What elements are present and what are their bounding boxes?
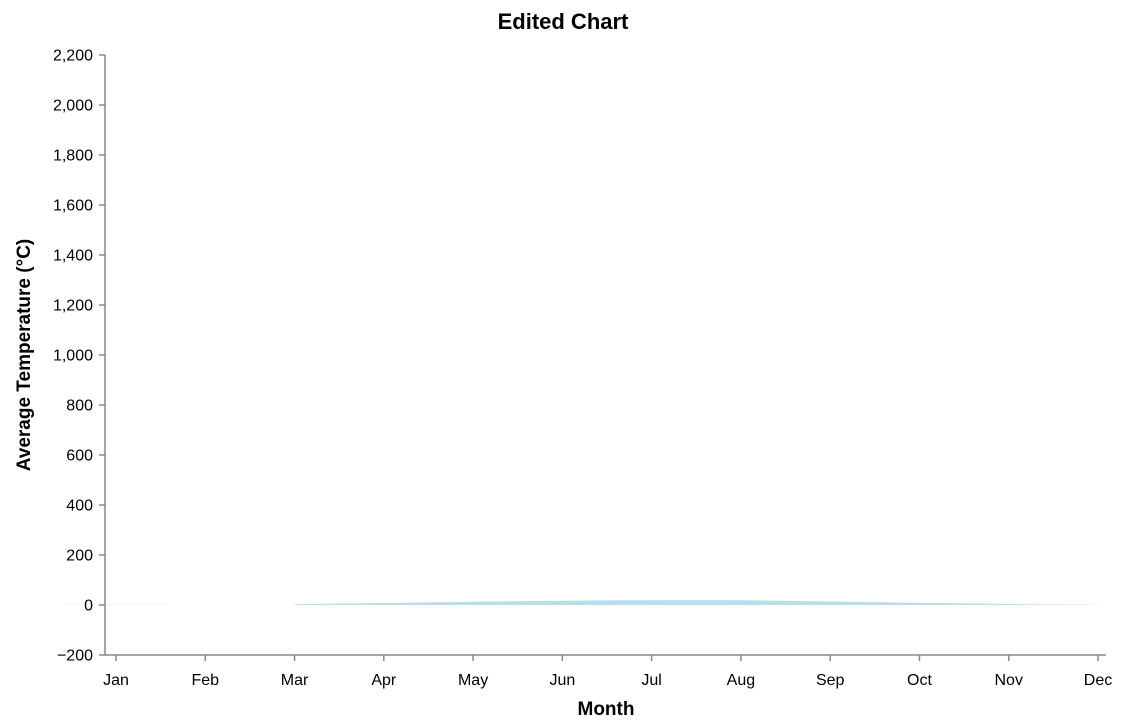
- x-tick-label: Apr: [371, 672, 397, 689]
- x-tick-label: May: [458, 672, 488, 689]
- x-tick-label: Feb: [191, 672, 219, 689]
- plot-area: [66, 600, 1098, 605]
- y-tick-label: 1,400: [53, 248, 93, 265]
- y-tick-label: 200: [66, 548, 93, 565]
- y-tick-label: 1,800: [53, 148, 93, 165]
- x-tick-label: Oct: [907, 672, 932, 689]
- y-tick-label: 0: [84, 598, 93, 615]
- y-tick-label: 2,200: [53, 48, 93, 65]
- y-tick-label: 1,000: [53, 348, 93, 365]
- y-tick-label: 400: [66, 498, 93, 515]
- y-tick-label: 2,000: [53, 98, 93, 115]
- x-tick-label: Jan: [103, 672, 129, 689]
- x-tick-label: Sep: [816, 672, 845, 689]
- y-tick-label: 800: [66, 398, 93, 415]
- y-tick-label: 1,200: [53, 298, 93, 315]
- x-tick-label: Jul: [641, 672, 661, 689]
- area-series: [66, 600, 1098, 605]
- x-axis-title: Month: [578, 699, 635, 720]
- x-axis: Jan Feb Mar Apr May Jun Jul Aug Sep Oct Nov Dec: [103, 654, 1112, 689]
- x-tick-label: Aug: [727, 672, 755, 689]
- x-tick-label: Nov: [995, 672, 1023, 689]
- y-axis: −200 0 200 400 600 800 1,000 1,200 1,400 1,600 1,8…: [53, 48, 106, 665]
- chart-title: Edited Chart: [498, 9, 629, 34]
- y-tick-label: 1,600: [53, 198, 93, 215]
- x-tick-label: Jun: [549, 672, 575, 689]
- y-axis-title: Average Temperature (°C): [14, 239, 35, 472]
- x-tick-label: Mar: [281, 672, 309, 689]
- y-tick-label: −200: [57, 648, 93, 665]
- x-tick-label: Dec: [1084, 672, 1112, 689]
- y-tick-label: 600: [66, 448, 93, 465]
